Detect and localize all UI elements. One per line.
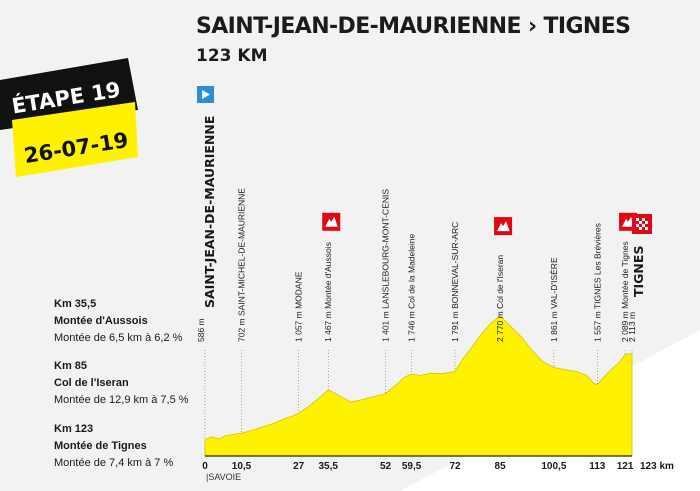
waypoint-label: 1 467 m Montée d'Aussois [323,242,333,342]
waypoint-label: 2 770 m Col de l'Iseran [495,255,505,342]
x-tick-label: 52 [380,461,392,472]
x-tick-label: 59,5 [402,461,422,472]
waypoint-label: 1 746 m Col de la Madeleine [407,234,417,342]
stage-route-title: SAINT-JEAN-DE-MAURIENNE › TIGNES [196,14,631,39]
waypoint-label: 702 m SAINT-MICHEL-DE-MAURIENNE [237,188,247,342]
climb-marker-icon [494,217,513,236]
start-flag-icon [197,86,214,103]
waypoint-label: 1 557 m TIGNES Les Brévières [592,223,602,342]
finish-town-label: TIGNES [631,246,646,297]
climb-km: Km 123 [54,423,94,435]
x-tick-label: 100,5 [541,461,566,472]
climb-name: Col de l'Iseran [54,377,129,389]
climb-detail: Montée de 12,9 km à 7,5 % [54,394,189,406]
climb-info-3: Km 123 Montée de Tignes Montée de 7,4 km… [54,421,173,472]
waypoint-label: 1 401 m LANSLEBOURG-MONT-CENIS [381,189,391,342]
x-tick-label: 121 [617,461,634,472]
climb-marker-icon [322,212,341,231]
finish-flag-icon [632,214,652,234]
region-label: |SAVOIE [206,472,241,482]
x-tick-label: 85 [495,461,507,472]
waypoint-label: 2 089 m Montée de Tignes [620,241,630,342]
waypoint-label: 1 861 m VAL-D'ISÈRE [549,257,559,342]
climb-km: Km 85 [54,360,88,372]
waypoint-label: 1 057 m MODANE [294,271,304,342]
stage-badge: ÉTAPE 19 26-07-19 [0,58,138,177]
stage-distance: 123 KM [196,46,268,66]
x-tick-label: 10,5 [232,461,252,472]
x-tick-label: 72 [449,461,461,472]
x-tick-label: 35,5 [318,461,338,472]
stage-banner-yellow [12,102,138,177]
x-tick-label: 113 [589,461,606,472]
climb-km: Km 35,5 [54,298,97,310]
climb-name: Montée d'Aussois [54,315,148,327]
profile-area [204,315,633,457]
x-axis-unit: 123 km [640,461,674,472]
climb-detail: Montée de 6,5 km à 6,2 % [54,332,183,344]
start-town-label: SAINT-JEAN-DE-MAURIENNE [202,116,217,308]
climb-detail: Montée de 7,4 km à 7 % [54,457,174,469]
climb-info-2: Km 85 Col de l'Iseran Montée de 12,9 km … [54,358,189,409]
climb-name: Montée de Tignes [54,440,147,452]
waypoint-label: 2 113 m [627,312,637,342]
x-tick-label: 0 [202,461,208,472]
climb-info-1: Km 35,5 Montée d'Aussois Montée de 6,5 k… [54,296,182,347]
x-tick-label: 27 [293,461,305,472]
waypoint-label: 586 m [196,318,206,342]
waypoint-label: 1 791 m BONNEVAL-SUR-ARC [450,222,460,342]
